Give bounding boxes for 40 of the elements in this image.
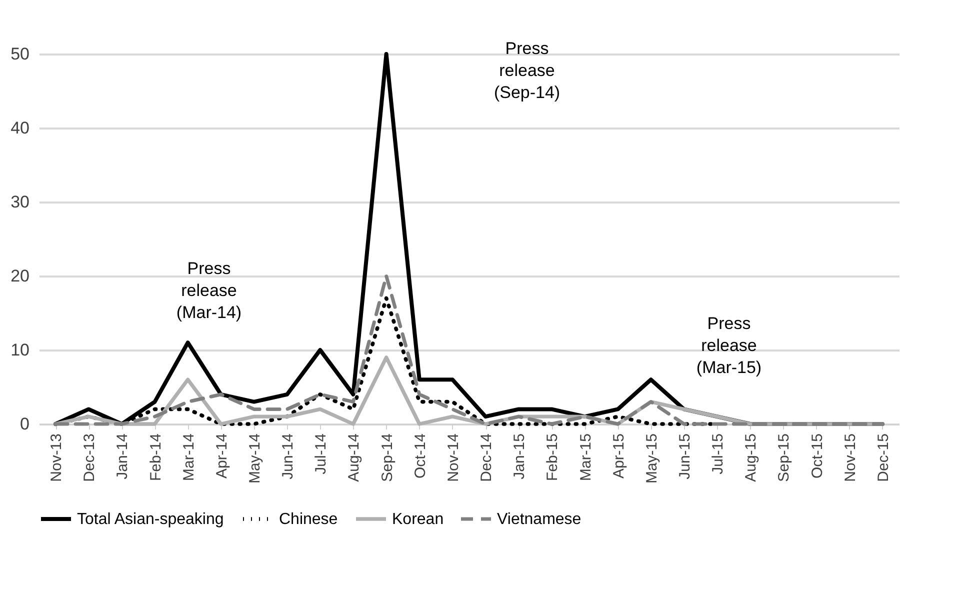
x-tick-label: Jan-14 [114, 434, 132, 480]
x-tick-label: Jun-14 [280, 434, 297, 480]
y-tick-label: 40 [10, 118, 30, 138]
x-tick-label: Dec-15 [874, 434, 892, 482]
x-tick-label: Dec-14 [478, 434, 496, 482]
x-tick-label: Jan-15 [511, 434, 528, 480]
y-tick-label: 0 [20, 414, 30, 434]
x-tick-label: Aug-15 [742, 434, 760, 482]
x-tick-label: Aug-14 [346, 434, 363, 482]
x-tick-label: Jun-15 [676, 434, 694, 480]
x-tick-label: Oct-14 [412, 434, 429, 479]
annotation: Press release (Sep-14) [494, 39, 560, 102]
x-tick-label: Sep-15 [776, 434, 793, 482]
annotation: Press release (Mar-14) [176, 259, 242, 322]
x-tick-label: Dec-13 [81, 434, 98, 482]
x-tick-label: Jul-14 [312, 434, 330, 474]
x-tick-label: Nov-14 [444, 434, 462, 482]
legend-label: Korean [392, 511, 444, 528]
x-tick-label: Apr-14 [213, 434, 230, 479]
legend-label: Chinese [279, 511, 338, 528]
x-tick-label: Feb-14 [147, 434, 164, 482]
x-tick-label: Mar-15 [577, 434, 594, 482]
x-tick-label: May-15 [643, 434, 660, 484]
y-tick-label: 50 [10, 44, 30, 64]
line-series [54, 274, 884, 426]
x-tick-label: Nov-15 [842, 434, 859, 482]
x-tick-label: Feb-15 [544, 434, 562, 482]
y-tick-label: 20 [10, 266, 30, 286]
x-tick-label: Nov-13 [48, 434, 66, 482]
x-tick-label: Apr-15 [610, 434, 628, 479]
legend-label: Vietnamese [497, 511, 582, 528]
x-tick-label: Sep-14 [378, 434, 396, 482]
x-tick-label: Oct-15 [808, 434, 826, 479]
legend-label: Total Asian-speaking [77, 511, 224, 528]
y-tick-label: 10 [10, 340, 30, 360]
x-tick-label: May-14 [246, 434, 264, 484]
x-tick-label: Mar-14 [180, 434, 198, 482]
y-tick-label: 30 [10, 192, 30, 212]
x-tick-label: Jul-15 [710, 434, 727, 474]
annotation: Press release (Mar-15) [696, 314, 762, 377]
